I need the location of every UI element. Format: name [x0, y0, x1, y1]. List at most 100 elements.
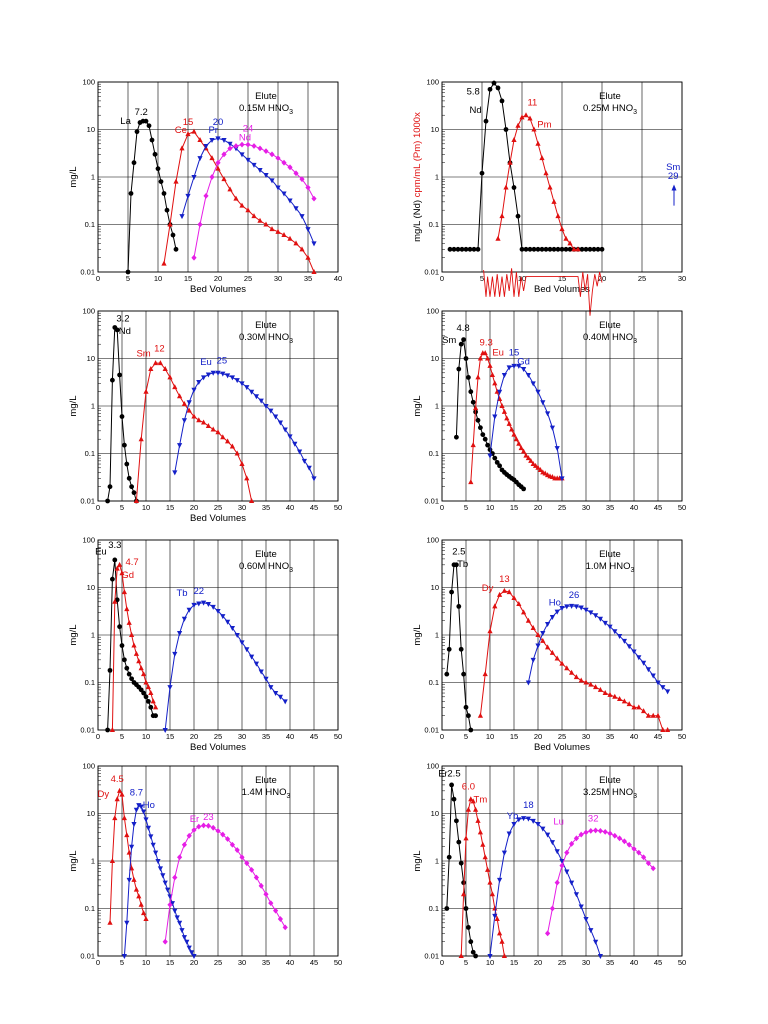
data-point — [567, 240, 573, 246]
data-point — [141, 671, 147, 677]
data-point — [143, 817, 149, 823]
peak-label: 8.7 — [130, 787, 143, 798]
data-point — [253, 661, 259, 667]
data-point — [305, 184, 311, 191]
data-point — [153, 704, 159, 710]
data-point — [134, 129, 140, 135]
data-point — [209, 155, 215, 161]
peak-label: 7.2 — [135, 107, 148, 118]
data-point — [225, 373, 231, 379]
series-red — [161, 128, 317, 274]
peak-label: 9.3 — [480, 337, 493, 348]
data-point — [446, 854, 452, 860]
data-point — [186, 832, 192, 839]
data-point — [519, 114, 525, 120]
data-point — [547, 246, 553, 252]
data-point — [587, 246, 593, 252]
elute-label: Elute — [255, 320, 277, 331]
data-point — [468, 796, 474, 802]
data-point — [138, 665, 144, 671]
peak-label: 2.5 — [452, 546, 465, 557]
data-point — [497, 591, 503, 597]
data-point — [470, 399, 476, 405]
data-point — [282, 699, 288, 705]
data-point — [617, 835, 623, 842]
data-point — [528, 457, 534, 463]
elute-subscript: 3 — [630, 567, 634, 574]
data-point — [191, 128, 197, 134]
x-tick-label: 25 — [558, 958, 566, 967]
data-point — [516, 600, 522, 606]
data-point — [109, 727, 115, 732]
x-tick-label: 10 — [518, 274, 526, 283]
y-tick-label: 100 — [426, 762, 439, 771]
data-point — [210, 426, 216, 432]
y-tick-label: 1 — [435, 402, 439, 411]
chart-panel-2: 0 5 10 15 20 25 30 0.01 0.1 1 10 100 Bed Volumes mg/L… — [412, 78, 686, 316]
data-point — [244, 475, 250, 481]
data-point — [126, 619, 132, 625]
y-tick-label: 0.01 — [80, 268, 95, 277]
x-tick-label: 15 — [510, 503, 518, 512]
data-point — [133, 807, 139, 813]
data-point — [201, 375, 207, 381]
data-point — [273, 691, 279, 697]
data-point — [141, 809, 147, 815]
data-point — [239, 202, 245, 208]
data-point — [575, 246, 581, 252]
data-point — [112, 557, 118, 563]
data-point — [131, 490, 137, 496]
data-point — [482, 436, 488, 442]
data-point — [209, 138, 215, 144]
data-point — [641, 660, 647, 666]
data-point — [665, 727, 671, 732]
data-point — [258, 669, 264, 675]
x-tick-label: 35 — [606, 958, 614, 967]
data-point — [636, 704, 642, 710]
data-point — [504, 415, 510, 421]
data-point — [497, 930, 503, 936]
data-point — [602, 690, 608, 696]
y-tick-label: 0.01 — [80, 497, 95, 506]
data-point — [249, 654, 255, 660]
elute-subscript: 3 — [289, 338, 293, 345]
data-point — [458, 341, 464, 347]
data-point — [482, 854, 488, 860]
data-point — [487, 86, 493, 92]
x-tick-label: 45 — [654, 958, 662, 967]
x-tick-label: 30 — [582, 732, 590, 741]
data-point — [467, 246, 473, 252]
elute-concentration: 0.40M HNO3 — [583, 332, 637, 345]
data-point — [511, 595, 517, 601]
y-tick-label: 0.1 — [85, 904, 95, 913]
peak-label: Eu — [95, 546, 107, 557]
data-point — [495, 85, 501, 91]
peak-label: Er — [438, 769, 448, 780]
data-point — [170, 232, 176, 238]
data-point — [516, 440, 522, 446]
peak-label: La — [120, 116, 131, 127]
data-point — [455, 246, 461, 252]
data-point — [483, 118, 489, 124]
chart-panel-3: 0 5 10 15 20 25 30 35 40 45 50 0.01 0.1 1 10 100 Bed Vol… — [68, 307, 342, 525]
y-tick-label: 10 — [431, 809, 439, 818]
data-point — [665, 689, 671, 695]
data-point — [220, 831, 226, 838]
arrow-head — [671, 184, 677, 191]
data-point — [535, 246, 541, 252]
y-tick-label: 10 — [87, 125, 95, 134]
data-point — [463, 906, 469, 911]
peak-label: Pr — [208, 125, 218, 136]
series-line — [127, 120, 177, 273]
series-red — [458, 796, 507, 958]
data-point — [150, 842, 156, 848]
data-point — [549, 425, 555, 431]
data-point — [533, 462, 539, 468]
data-point — [539, 155, 545, 161]
data-point — [621, 838, 627, 845]
y-tick-label: 0.1 — [85, 220, 95, 229]
series-line — [164, 824, 286, 942]
data-point — [181, 616, 187, 622]
data-point — [495, 235, 501, 241]
